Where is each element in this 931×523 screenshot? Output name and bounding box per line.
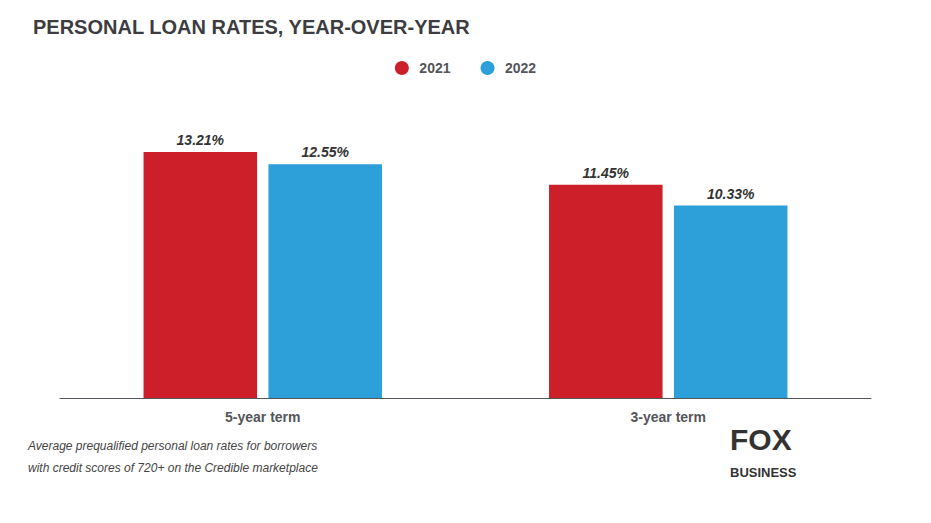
- svg-text:PERSONAL LOAN RATES, YEAR-OVER: PERSONAL LOAN RATES, YEAR-OVER-YEAR: [33, 16, 470, 38]
- svg-text:2021: 2021: [419, 60, 450, 76]
- svg-text:5-year term: 5-year term: [225, 409, 301, 425]
- svg-text:10.33%: 10.33%: [707, 186, 755, 202]
- svg-text:2022: 2022: [505, 60, 536, 76]
- svg-text:11.45%: 11.45%: [583, 165, 630, 181]
- svg-text:with credit scores of 720+ on: with credit scores of 720+ on the Credib…: [28, 461, 318, 475]
- svg-text:3-year term: 3-year term: [631, 409, 707, 425]
- svg-text:12.55%: 12.55%: [301, 144, 349, 160]
- svg-text:Average prequalified personal: Average prequalified personal loan rates…: [27, 439, 317, 453]
- svg-text:13.21%: 13.21%: [177, 132, 225, 148]
- svg-text:BUSINESS: BUSINESS: [730, 465, 797, 480]
- svg-text:FOX: FOX: [730, 423, 792, 456]
